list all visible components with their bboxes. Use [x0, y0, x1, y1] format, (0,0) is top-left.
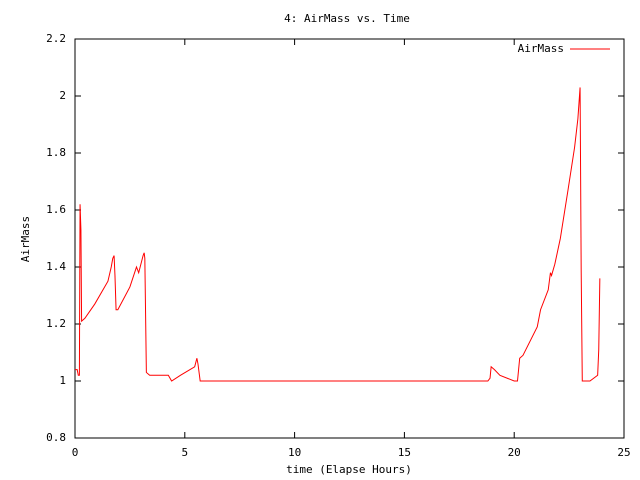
- y-tick-label: 1.4: [46, 260, 66, 273]
- x-axis-label: time (Elapse Hours): [286, 463, 412, 476]
- x-tick-label: 5: [181, 446, 188, 459]
- y-tick-label: 1.6: [46, 203, 66, 216]
- y-tick-label: 2: [59, 89, 66, 102]
- plot-frame: [74, 38, 625, 439]
- y-tick-label: 0.8: [46, 431, 66, 444]
- x-tick-label: 25: [617, 446, 630, 459]
- x-tick-label: 10: [288, 446, 301, 459]
- x-tick-label: 15: [398, 446, 411, 459]
- y-tick-label: 1: [59, 374, 66, 387]
- legend-label: AirMass: [518, 42, 564, 55]
- chart-title: 4: AirMass vs. Time: [284, 12, 410, 25]
- y-tick-label: 1.8: [46, 146, 66, 159]
- x-tick-label: 20: [508, 446, 521, 459]
- y-axis-label: AirMass: [19, 216, 32, 262]
- data-line: [75, 87, 601, 382]
- x-tick-label: 0: [72, 446, 79, 459]
- y-tick-label: 2.2: [46, 32, 66, 45]
- y-tick-label: 1.2: [46, 317, 66, 330]
